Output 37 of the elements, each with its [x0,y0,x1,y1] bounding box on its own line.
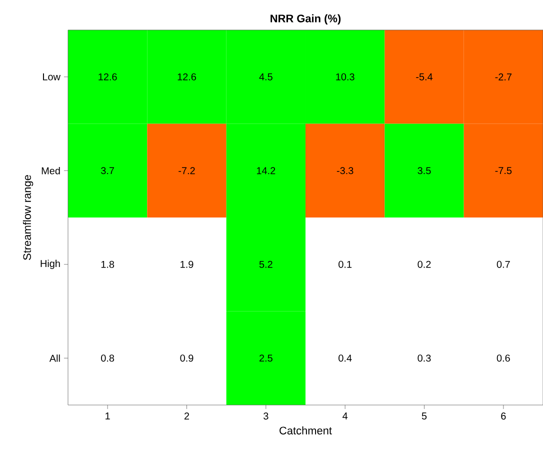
data-label: -7.2 [178,167,195,174]
data-label: 1.9 [180,260,194,268]
data-label: 0.1 [338,260,352,268]
x-tick-label: 1 [106,412,110,420]
x-tick-label: 3 [264,412,268,420]
y-tick-label: All [49,354,60,362]
data-label: 0.4 [338,354,352,362]
data-label: 0.7 [496,260,510,268]
x-tick-label: 4 [342,412,348,420]
data-label: 0.6 [496,354,510,362]
data-label: -3.3 [336,167,354,174]
x-tick-label: 6 [501,412,506,420]
y-tick-label: Low [43,73,60,80]
data-label: -2.7 [495,73,512,80]
data-label: 0.3 [418,354,431,362]
data-label: 1.8 [101,260,114,268]
data-label: 2.5 [259,354,272,362]
data-label: -7.5 [495,167,512,174]
y-tick-label: Med [42,166,60,174]
x-tick-label: 5 [422,412,427,420]
chart-title: NRR Gain (%) [270,14,341,24]
x-axis-title: Catchment [280,426,332,434]
data-label: 14.2 [256,167,276,174]
data-label: 3.5 [418,167,431,174]
data-label: 5.2 [259,260,272,268]
data-label: 0.9 [180,354,194,362]
data-label: 0.8 [101,354,114,362]
data-label: 10.3 [336,73,354,80]
data-label: 12.6 [178,73,196,80]
data-label: -5.4 [416,73,433,80]
data-label: 12.6 [98,73,117,80]
data-label: 3.7 [101,167,114,174]
x-tick-label: 2 [184,412,190,420]
data-label: 0.2 [418,260,431,268]
data-label: 4.5 [259,73,272,80]
y-axis-title: Streamflow range [22,175,34,260]
y-tick-label: High [40,260,60,270]
